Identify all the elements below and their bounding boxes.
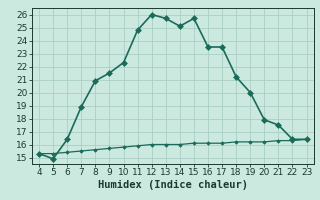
X-axis label: Humidex (Indice chaleur): Humidex (Indice chaleur) — [98, 180, 248, 190]
